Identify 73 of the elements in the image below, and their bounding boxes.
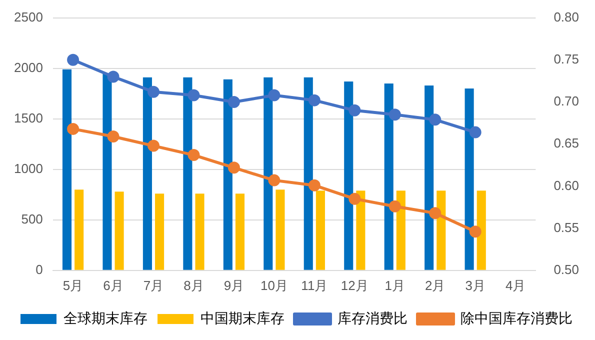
x-tick-label: 3月 bbox=[465, 278, 486, 293]
bar bbox=[114, 192, 124, 270]
x-tick-label: 9月 bbox=[224, 278, 244, 293]
y2-tick-label: 0.80 bbox=[554, 9, 580, 24]
bar bbox=[142, 77, 152, 270]
point bbox=[148, 86, 160, 98]
bar bbox=[102, 73, 112, 270]
bar bbox=[195, 194, 204, 270]
y-tick-label: 1000 bbox=[14, 160, 43, 176]
bar bbox=[264, 77, 273, 270]
point bbox=[268, 174, 280, 186]
bar bbox=[396, 190, 406, 270]
bar bbox=[223, 79, 232, 270]
bar bbox=[235, 194, 245, 270]
y-tick-label: 1500 bbox=[14, 110, 43, 126]
y2-tick-label: 0.55 bbox=[554, 220, 580, 235]
legend-label: 中国期末库存 bbox=[200, 310, 284, 326]
x-tick-label: 4月 bbox=[505, 278, 526, 293]
bar bbox=[304, 77, 313, 270]
bar bbox=[62, 69, 72, 270]
x-tick-label: 5月 bbox=[62, 278, 84, 293]
bar bbox=[384, 83, 394, 270]
point bbox=[228, 96, 240, 108]
bar bbox=[155, 194, 164, 270]
point bbox=[188, 89, 200, 102]
bar bbox=[464, 88, 474, 270]
y-tick-label: 2000 bbox=[14, 60, 43, 75]
point bbox=[429, 207, 442, 220]
bar bbox=[436, 190, 446, 270]
point bbox=[388, 108, 401, 121]
point bbox=[107, 70, 120, 83]
point bbox=[67, 122, 80, 135]
y-tick-label: 0 bbox=[36, 262, 43, 277]
y2-tick-label: 0.70 bbox=[554, 94, 580, 109]
bar bbox=[316, 190, 325, 270]
bar bbox=[476, 190, 486, 270]
y2-tick-label: 0.65 bbox=[554, 136, 580, 151]
x-tick-label: 7月 bbox=[143, 278, 164, 293]
point bbox=[388, 200, 401, 212]
x-tick-label: 8月 bbox=[184, 278, 204, 293]
x-tick-label: 12月 bbox=[340, 278, 368, 293]
point bbox=[67, 54, 80, 66]
point bbox=[228, 162, 240, 174]
bar bbox=[183, 77, 192, 270]
point bbox=[268, 89, 280, 102]
legend-label: 除中国库存消费比 bbox=[460, 310, 572, 326]
y-tick-label: 2500 bbox=[14, 9, 43, 24]
point bbox=[348, 104, 361, 116]
point bbox=[469, 226, 482, 238]
bar bbox=[344, 81, 354, 270]
x-tick-label: 10月 bbox=[260, 278, 288, 293]
point bbox=[308, 179, 320, 192]
point bbox=[308, 94, 320, 106]
y2-tick-label: 0.75 bbox=[554, 51, 580, 66]
bar bbox=[276, 190, 285, 270]
point bbox=[148, 140, 160, 152]
y2-tick-label: 0.60 bbox=[554, 178, 580, 193]
point bbox=[107, 130, 120, 143]
bar bbox=[74, 190, 84, 270]
point bbox=[429, 114, 442, 126]
point bbox=[188, 149, 200, 162]
bar bbox=[424, 85, 434, 270]
legend-label: 库存消费比 bbox=[338, 310, 408, 326]
x-tick-label: 2月 bbox=[425, 278, 446, 293]
bar bbox=[356, 190, 366, 270]
x-tick-label: 6月 bbox=[103, 278, 124, 293]
point bbox=[348, 192, 361, 205]
x-tick-label: 1月 bbox=[384, 278, 406, 293]
y2-tick-label: 0.50 bbox=[554, 262, 580, 277]
y-tick-label: 500 bbox=[21, 211, 43, 226]
legend-label: 全球期末库存 bbox=[64, 310, 148, 326]
x-tick-label: 11月 bbox=[301, 278, 328, 293]
point bbox=[469, 126, 482, 138]
